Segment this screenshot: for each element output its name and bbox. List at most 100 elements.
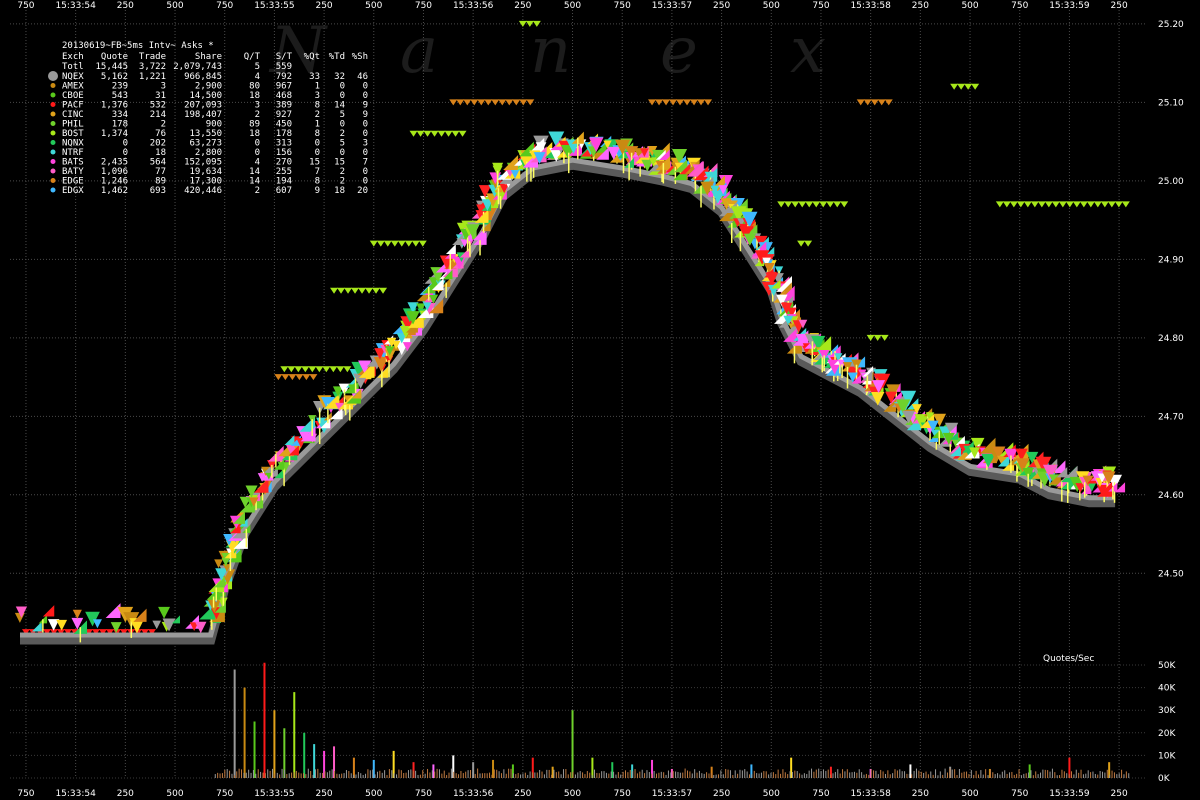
rate-bar bbox=[396, 774, 398, 778]
rate-bar bbox=[465, 771, 467, 778]
time-tick-label-top: 15:33:56 bbox=[453, 1, 494, 11]
rate-bar bbox=[844, 771, 846, 778]
rate-bar bbox=[646, 770, 648, 778]
legend-cell: 0 bbox=[315, 139, 320, 149]
rate-bar bbox=[221, 773, 223, 778]
rate-bar bbox=[233, 669, 236, 778]
rate-bar bbox=[500, 773, 502, 778]
quote-marker bbox=[607, 146, 621, 160]
rate-bar bbox=[729, 770, 731, 778]
quote-marker bbox=[1072, 201, 1081, 208]
quote-marker bbox=[927, 420, 939, 432]
rate-bar bbox=[386, 775, 388, 778]
quote-marker bbox=[532, 20, 541, 27]
quote-marker bbox=[1009, 201, 1018, 208]
legend-cell: 792 bbox=[276, 72, 292, 82]
quote-marker bbox=[1096, 484, 1108, 496]
rate-bar bbox=[484, 773, 486, 778]
legend-total-cell: 3,722 bbox=[139, 62, 166, 72]
quote-marker bbox=[588, 137, 604, 152]
legend-cell: 89 bbox=[249, 120, 260, 130]
rate-bar bbox=[634, 769, 636, 778]
quote-marker bbox=[295, 374, 304, 381]
time-tick-label-top: 15:33:57 bbox=[652, 1, 692, 11]
legend-cell: 1 bbox=[315, 82, 320, 92]
rate-bar bbox=[357, 771, 359, 778]
legend-cell: 334 bbox=[112, 110, 128, 120]
rate-bar bbox=[687, 770, 689, 778]
rate-bar bbox=[310, 771, 312, 778]
rate-bar bbox=[989, 769, 991, 778]
rate-bar bbox=[820, 770, 822, 778]
rate-bar bbox=[915, 768, 917, 778]
rate-bar bbox=[887, 770, 889, 778]
rate-bar bbox=[954, 769, 956, 778]
legend-cell: 1,246 bbox=[101, 177, 128, 187]
rate-bar bbox=[892, 773, 894, 778]
price-tick-label: 25.20 bbox=[1158, 20, 1184, 30]
quote-marker bbox=[452, 234, 464, 245]
rate-bar bbox=[403, 773, 405, 778]
legend-cell: 3 bbox=[363, 139, 368, 149]
rate-bar bbox=[966, 771, 968, 778]
rate-bar bbox=[257, 769, 259, 778]
watermark-letter: N bbox=[268, 14, 328, 88]
legend-cell: 0 bbox=[123, 148, 128, 158]
rate-bar bbox=[345, 769, 347, 778]
rate-bar bbox=[567, 774, 569, 778]
rate-bar bbox=[677, 771, 679, 778]
legend-cell: 2,435 bbox=[101, 158, 128, 168]
quote-marker bbox=[105, 629, 114, 636]
quote-marker bbox=[372, 287, 381, 294]
quote-marker bbox=[842, 362, 853, 372]
quote-marker bbox=[92, 619, 102, 629]
quote-marker bbox=[374, 348, 386, 360]
rate-bar bbox=[1035, 771, 1037, 778]
legend-exchange: NQEX bbox=[62, 72, 84, 82]
rate-bar bbox=[784, 772, 786, 778]
quote-marker bbox=[826, 201, 835, 208]
rate-bar bbox=[515, 774, 517, 778]
quote-marker bbox=[538, 141, 553, 156]
quote-marker bbox=[273, 459, 285, 470]
quote-marker bbox=[475, 210, 484, 219]
legend-total-cell: 5 bbox=[255, 62, 260, 72]
rate-bar bbox=[431, 770, 433, 778]
quote-marker bbox=[641, 159, 654, 172]
time-tick-label-bottom: 250 bbox=[315, 789, 332, 799]
rate-bar bbox=[1044, 769, 1046, 778]
quote-marker bbox=[274, 469, 284, 479]
legend-cell: 0 bbox=[255, 148, 260, 158]
quote-marker bbox=[992, 446, 1006, 460]
quote-marker bbox=[465, 224, 480, 238]
rate-bar bbox=[283, 769, 285, 778]
rate-bar bbox=[799, 773, 801, 778]
quote-marker bbox=[997, 455, 1010, 467]
rate-bar bbox=[348, 771, 350, 778]
quote-marker bbox=[1065, 201, 1074, 208]
rate-bar bbox=[811, 768, 813, 778]
rate-bar bbox=[667, 770, 669, 778]
rate-bar bbox=[780, 773, 782, 778]
rate-bar bbox=[553, 769, 555, 778]
rate-bar bbox=[722, 774, 724, 778]
rate-bar bbox=[603, 771, 605, 778]
legend-cell: 2 bbox=[255, 186, 260, 196]
rate-bar bbox=[1090, 772, 1092, 778]
rate-bar bbox=[873, 770, 875, 778]
quote-marker bbox=[550, 139, 562, 151]
legend-header: %Qt bbox=[304, 52, 320, 62]
rate-bar bbox=[999, 774, 1001, 778]
rate-bar bbox=[913, 770, 915, 778]
rate-bar bbox=[534, 772, 536, 778]
rate-bar bbox=[663, 772, 665, 778]
rate-bar bbox=[944, 768, 946, 778]
quote-marker bbox=[1023, 201, 1032, 208]
quote-marker bbox=[38, 615, 48, 624]
legend-swatch bbox=[50, 140, 56, 145]
quote-marker bbox=[519, 99, 528, 106]
rate-bar bbox=[1013, 774, 1015, 778]
rate-bar bbox=[1001, 771, 1003, 778]
quote-marker bbox=[902, 410, 915, 424]
quote-marker bbox=[254, 478, 269, 493]
